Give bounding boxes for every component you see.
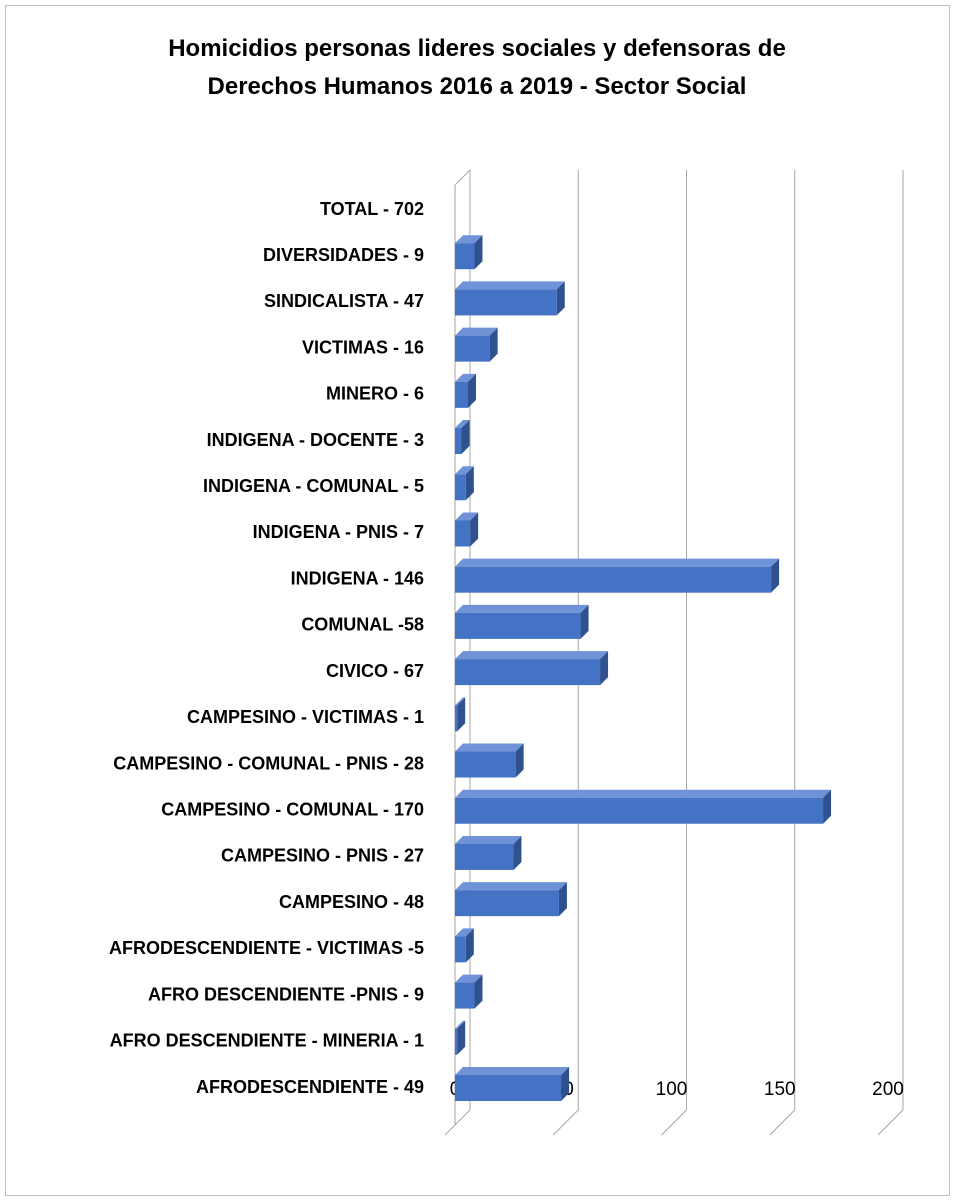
y-tick-label: DIVERSIDADES - 9: [263, 245, 424, 265]
y-tick-label: COMUNAL -58: [301, 615, 424, 635]
grid-line: [661, 1109, 687, 1136]
y-tick-label: CAMPESINO - PNIS - 27: [221, 846, 424, 866]
bar-top: [455, 604, 589, 613]
bar: [455, 659, 601, 686]
bar: [455, 936, 466, 963]
y-tick-label: CAMPESINO - COMUNAL - 170: [161, 799, 424, 819]
y-tick-label: AFRO DESCENDIENTE -PNIS - 9: [148, 984, 424, 1004]
bar-side: [474, 974, 483, 1009]
bar: [455, 982, 475, 1009]
chart-border: [5, 5, 950, 1196]
x-tick-label: 200: [872, 1079, 904, 1100]
y-tick-label: AFRODESCENDIENTE - VICTIMAS -5: [109, 938, 424, 958]
y-tick-label: SINDICALISTA - 47: [264, 291, 424, 311]
y-tick-label: CAMPESINO - COMUNAL - PNIS - 28: [113, 753, 424, 773]
bar: [455, 843, 514, 870]
grid-line: [444, 1109, 471, 1136]
y-tick-label: INDIGENA - DOCENTE - 3: [207, 430, 424, 450]
bar-side: [556, 281, 565, 316]
y-tick-label: CAMPESINO - 48: [279, 892, 424, 912]
bar-top: [455, 697, 466, 706]
y-tick-label: MINERO - 6: [326, 384, 424, 404]
bar-side: [558, 882, 567, 917]
bar: [455, 751, 516, 778]
grid-line: [552, 1109, 579, 1136]
bar: [455, 890, 559, 917]
bar-top: [455, 651, 609, 660]
bar-top: [455, 835, 522, 844]
bar-side: [580, 604, 589, 639]
bar-side: [457, 1020, 466, 1055]
bar: [455, 566, 772, 593]
bar-side: [771, 558, 780, 593]
wall-line: [454, 169, 471, 186]
bar: [455, 797, 824, 824]
bar-side: [489, 327, 498, 362]
y-tick-label: CIVICO - 67: [326, 661, 424, 681]
bar-top: [455, 466, 474, 475]
bar-top: [455, 974, 483, 983]
y-tick-label: TOTAL - 702: [320, 199, 424, 219]
bar-top: [455, 235, 483, 244]
bar-top: [455, 1020, 466, 1029]
bar-side: [470, 512, 479, 547]
bar: [455, 381, 468, 408]
bar: [455, 335, 490, 362]
bar-side: [600, 651, 609, 686]
bar-top: [455, 373, 476, 382]
bar-side: [465, 928, 474, 963]
bar-side: [561, 1067, 570, 1101]
grid-line: [877, 1109, 904, 1136]
bar: [455, 1075, 562, 1101]
bar-top: [455, 789, 832, 798]
bar-top: [455, 1067, 570, 1075]
bar-side: [465, 466, 474, 501]
bar-side: [467, 373, 476, 408]
bar-side: [457, 697, 466, 732]
bar-side: [513, 835, 522, 870]
bar: [455, 705, 458, 732]
bar: [455, 289, 557, 316]
y-tick-label: INDIGENA - PNIS - 7: [253, 522, 424, 542]
x-tick-label: 150: [764, 1079, 796, 1100]
grid-line: [769, 1109, 796, 1136]
bar: [455, 520, 471, 547]
x-tick-label: 100: [656, 1079, 688, 1100]
bar-top: [455, 327, 498, 336]
y-tick-label: AFRODESCENDIENTE - 49: [196, 1077, 424, 1097]
bar-side: [461, 420, 470, 455]
y-tick-label: INDIGENA - 146: [291, 568, 424, 588]
bar-top: [455, 420, 470, 429]
bar-top: [455, 281, 565, 290]
chart-title: Homicidios personas lideres sociales y d…: [168, 35, 786, 100]
bar-top: [455, 743, 524, 752]
bar-top: [455, 512, 479, 521]
bar-top: [455, 882, 567, 891]
bar-top: [455, 558, 780, 567]
y-tick-label: VICTIMAS - 16: [302, 337, 424, 357]
bar-top: [455, 928, 474, 937]
bar: [455, 243, 475, 270]
y-tick-label: INDIGENA - COMUNAL - 5: [203, 476, 424, 496]
bar-side: [474, 235, 483, 270]
y-tick-label: AFRO DESCENDIENTE - MINERIA - 1: [110, 1031, 424, 1051]
bar: [455, 612, 581, 639]
y-tick-label: CAMPESINO - VICTIMAS - 1: [187, 707, 424, 727]
bar: [455, 1028, 458, 1055]
bar-side: [515, 743, 524, 778]
bar: [455, 428, 462, 455]
bar-side: [823, 789, 832, 824]
bar: [455, 474, 466, 501]
